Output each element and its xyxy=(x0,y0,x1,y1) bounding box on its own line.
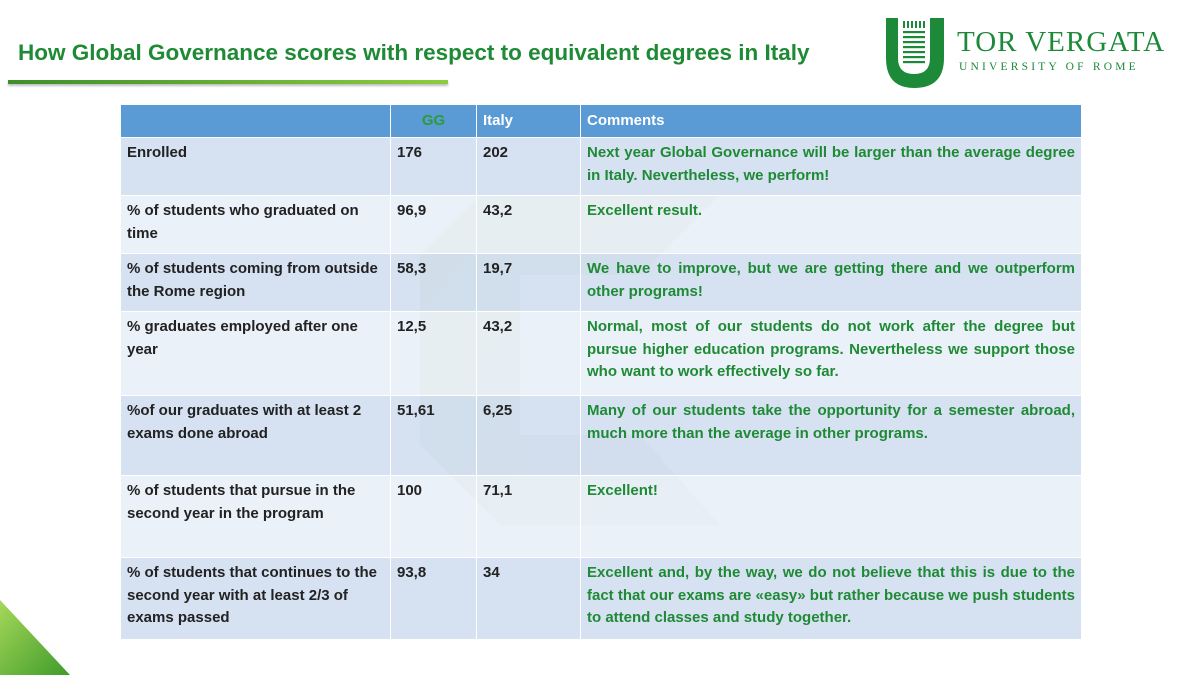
comment-cell: Next year Global Governance will be larg… xyxy=(580,137,1082,196)
gg-cell: 100 xyxy=(390,475,477,558)
table-row: % of students that pursue in the second … xyxy=(120,475,1082,558)
gg-cell: 12,5 xyxy=(390,311,477,396)
logo-name: TOR VERGATA xyxy=(957,26,1166,58)
comment-cell: Excellent and, by the way, we do not bel… xyxy=(580,557,1082,640)
metric-cell: % of students coming from outside the Ro… xyxy=(120,253,391,312)
table-row: % of students coming from outside the Ro… xyxy=(120,253,1082,312)
table-header-row: GG Italy Comments xyxy=(120,104,1082,138)
comment-cell: Normal, most of our students do not work… xyxy=(580,311,1082,396)
slide-title: How Global Governance scores with respec… xyxy=(18,40,810,65)
italy-cell: 34 xyxy=(476,557,581,640)
header-comments: Comments xyxy=(580,104,1082,138)
gg-cell: 176 xyxy=(390,137,477,196)
title-underline xyxy=(8,80,448,84)
italy-cell: 71,1 xyxy=(476,475,581,558)
table-row: % of students that continues to the seco… xyxy=(120,557,1082,640)
metric-cell: %of our graduates with at least 2 exams … xyxy=(120,395,391,476)
italy-cell: 43,2 xyxy=(476,195,581,254)
university-logo: TOR VERGATA UNIVERSITY OF ROME xyxy=(884,18,1184,88)
header-gg: GG xyxy=(390,104,477,138)
header-italy: Italy xyxy=(476,104,581,138)
metric-cell: Enrolled xyxy=(120,137,391,196)
gg-cell: 51,61 xyxy=(390,395,477,476)
header-metric xyxy=(120,104,391,138)
comment-cell: Many of our students take the opportunit… xyxy=(580,395,1082,476)
table-row: % of students who graduated on time 96,9… xyxy=(120,195,1082,254)
italy-cell: 19,7 xyxy=(476,253,581,312)
comment-cell: We have to improve, but we are getting t… xyxy=(580,253,1082,312)
table-row: %of our graduates with at least 2 exams … xyxy=(120,395,1082,476)
gg-cell: 58,3 xyxy=(390,253,477,312)
comment-cell: Excellent result. xyxy=(580,195,1082,254)
metric-cell: % of students that continues to the seco… xyxy=(120,557,391,640)
gg-cell: 96,9 xyxy=(390,195,477,254)
corner-decoration-icon xyxy=(0,600,70,675)
metric-cell: % graduates employed after one year xyxy=(120,311,391,396)
table-row: % graduates employed after one year 12,5… xyxy=(120,311,1082,396)
comment-cell: Excellent! xyxy=(580,475,1082,558)
italy-cell: 43,2 xyxy=(476,311,581,396)
logo-subtitle: UNIVERSITY OF ROME xyxy=(959,61,1139,73)
italy-cell: 6,25 xyxy=(476,395,581,476)
gg-cell: 93,8 xyxy=(390,557,477,640)
scores-table: GG Italy Comments Enrolled 176 202 Next … xyxy=(120,104,1082,640)
metric-cell: % of students who graduated on time xyxy=(120,195,391,254)
italy-cell: 202 xyxy=(476,137,581,196)
metric-cell: % of students that pursue in the second … xyxy=(120,475,391,558)
table-row: Enrolled 176 202 Next year Global Govern… xyxy=(120,137,1082,196)
university-crest-icon xyxy=(886,18,944,88)
